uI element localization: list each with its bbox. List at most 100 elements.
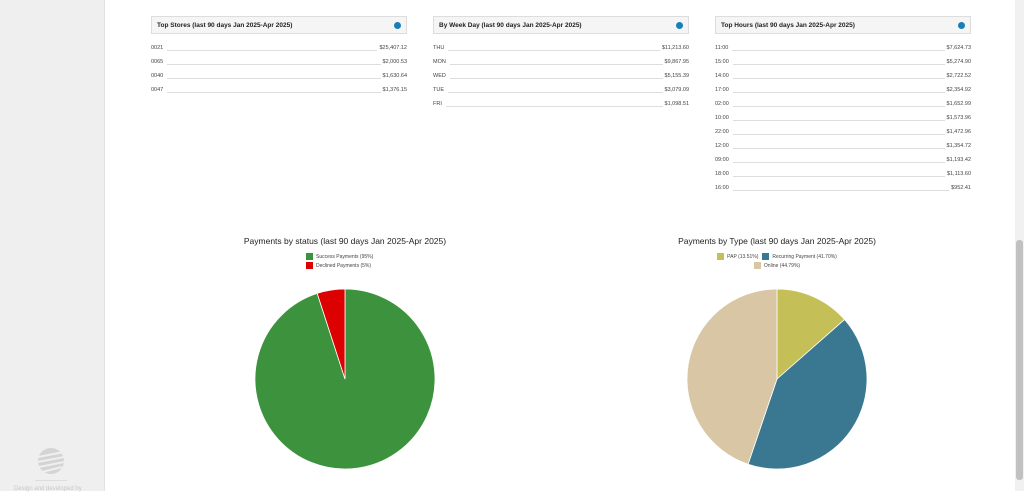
panel-header: Top Stores (last 90 days Jan 2025-Apr 20… [151, 16, 407, 34]
panel-title: By Week Day (last 90 days Jan 2025-Apr 2… [439, 21, 582, 29]
legend-item[interactable]: Success Payments (95%) [306, 253, 373, 260]
list-item: 18:00 $1,113.60 [715, 164, 971, 178]
row-value: $25,407.12 [379, 45, 407, 51]
list-item: 0040 $1,630.64 [151, 66, 407, 80]
legend-item[interactable]: Recurring Payment (41.70%) [762, 253, 837, 260]
row-leader [732, 162, 945, 163]
row-value: $1,113.60 [946, 171, 971, 177]
list-item: 02:00 $1,652.99 [715, 94, 971, 108]
list-item: 10:00 $1,573.96 [715, 108, 971, 122]
row-value: $2,000.53 [382, 59, 407, 65]
list-item: TUE $3,079.09 [433, 80, 689, 94]
row-leader [732, 148, 945, 149]
panel-1: By Week Day (last 90 days Jan 2025-Apr 2… [433, 16, 689, 108]
list-item: 0065 $2,000.53 [151, 52, 407, 66]
row-label: 0021 [151, 45, 164, 51]
row-value: $9,867.95 [664, 59, 689, 65]
row-label: 15:00 [715, 59, 729, 65]
pie-chart [686, 288, 868, 470]
list-item: 12:00 $1,354.72 [715, 136, 971, 150]
row-leader [732, 134, 945, 135]
row-label: 09:00 [715, 157, 729, 163]
legend-label: Declined Payments (5%) [316, 262, 372, 269]
legend-swatch [306, 262, 313, 269]
list-item: 14:00 $2,722.52 [715, 66, 971, 80]
row-label: 18:00 [715, 171, 729, 177]
row-value: $2,722.52 [946, 73, 971, 79]
list-item: 22:00 $1,472.96 [715, 122, 971, 136]
row-leader [732, 120, 945, 121]
list-item: 0021 $25,407.12 [151, 38, 407, 52]
row-value: $1,354.72 [946, 143, 971, 149]
legend-swatch [717, 253, 725, 260]
legend-item[interactable]: Declined Payments (5%) [306, 262, 371, 269]
row-label: MON [433, 59, 446, 65]
row-label: 17:00 [715, 87, 729, 93]
pie-slice[interactable] [686, 288, 778, 465]
row-value: $1,472.96 [946, 129, 971, 135]
row-value: $5,274.90 [946, 59, 971, 65]
row-leader [448, 50, 660, 51]
panel-0: Top Stores (last 90 days Jan 2025-Apr 20… [151, 16, 407, 94]
panel-header: Top Hours (last 90 days Jan 2025-Apr 202… [715, 16, 971, 34]
row-value: $1,193.42 [946, 157, 971, 163]
row-leader [732, 190, 950, 191]
row-leader [732, 78, 945, 79]
row-label: TUE [433, 87, 444, 93]
list-item: 16:00 $952.41 [715, 178, 971, 192]
row-leader [732, 64, 945, 65]
chart-legend: PAP (13.51%) Recurring Payment (41.70%) On… [677, 253, 877, 269]
row-leader [445, 106, 663, 107]
pie-chart-icon[interactable] [676, 21, 683, 29]
row-value: $11,213.60 [661, 45, 689, 51]
row-label: THU [433, 45, 445, 51]
pie-chart [254, 288, 436, 470]
row-leader [732, 176, 945, 177]
legend-item[interactable]: Online (44.79%) [677, 262, 877, 269]
row-label: 14:00 [715, 73, 729, 79]
row-leader [449, 64, 663, 65]
row-label: 11:00 [715, 45, 729, 51]
legend-label: Success Payments (95%) [316, 253, 374, 260]
list-item: THU $11,213.60 [433, 38, 689, 52]
scrollbar[interactable] [1015, 0, 1024, 491]
list-item: 17:00 $2,354.92 [715, 80, 971, 94]
row-value: $3,079.09 [664, 87, 689, 93]
pie-slice[interactable] [776, 288, 846, 380]
row-value: $1,098.51 [664, 101, 689, 107]
row-label: WED [433, 73, 446, 79]
row-value: $1,630.64 [382, 73, 407, 79]
panel-title: Top Stores (last 90 days Jan 2025-Apr 20… [157, 21, 293, 29]
row-leader [167, 50, 378, 51]
legend-item[interactable]: PAP (13.51%) [717, 253, 758, 260]
pie-chart-icon[interactable] [394, 21, 401, 29]
row-value: $1,652.99 [946, 101, 971, 107]
list-item: 11:00 $7,624.73 [715, 38, 971, 52]
divider [35, 480, 67, 481]
row-value: $2,354.92 [946, 87, 971, 93]
legend-swatch [753, 262, 761, 269]
pie-slice[interactable] [747, 318, 868, 470]
row-leader [167, 92, 381, 93]
list-item: MON $9,867.95 [433, 52, 689, 66]
chart-title: Payments by status (last 90 days Jan 202… [243, 236, 447, 246]
legend-swatch [306, 253, 313, 260]
legend-label: Recurring Payment (41.70%) [772, 253, 837, 260]
pie-slice[interactable] [316, 288, 346, 380]
pie-chart-icon[interactable] [958, 21, 965, 29]
row-leader [448, 92, 663, 93]
list-item: 0047 $1,376.15 [151, 80, 407, 94]
scrollbar-thumb[interactable] [1016, 240, 1023, 480]
row-leader [732, 106, 945, 107]
row-value: $7,624.73 [946, 45, 971, 51]
row-label: 02:00 [715, 101, 729, 107]
list-item: WED $5,155.39 [433, 66, 689, 80]
sidebar: Design and developed by [0, 0, 105, 492]
row-leader [449, 78, 663, 79]
globe-logo-icon [37, 448, 65, 474]
row-value: $5,155.39 [664, 73, 689, 79]
list-item: 15:00 $5,274.90 [715, 52, 971, 66]
panel-header: By Week Day (last 90 days Jan 2025-Apr 2… [433, 16, 689, 34]
row-label: 0040 [151, 73, 164, 79]
row-leader [732, 50, 945, 51]
